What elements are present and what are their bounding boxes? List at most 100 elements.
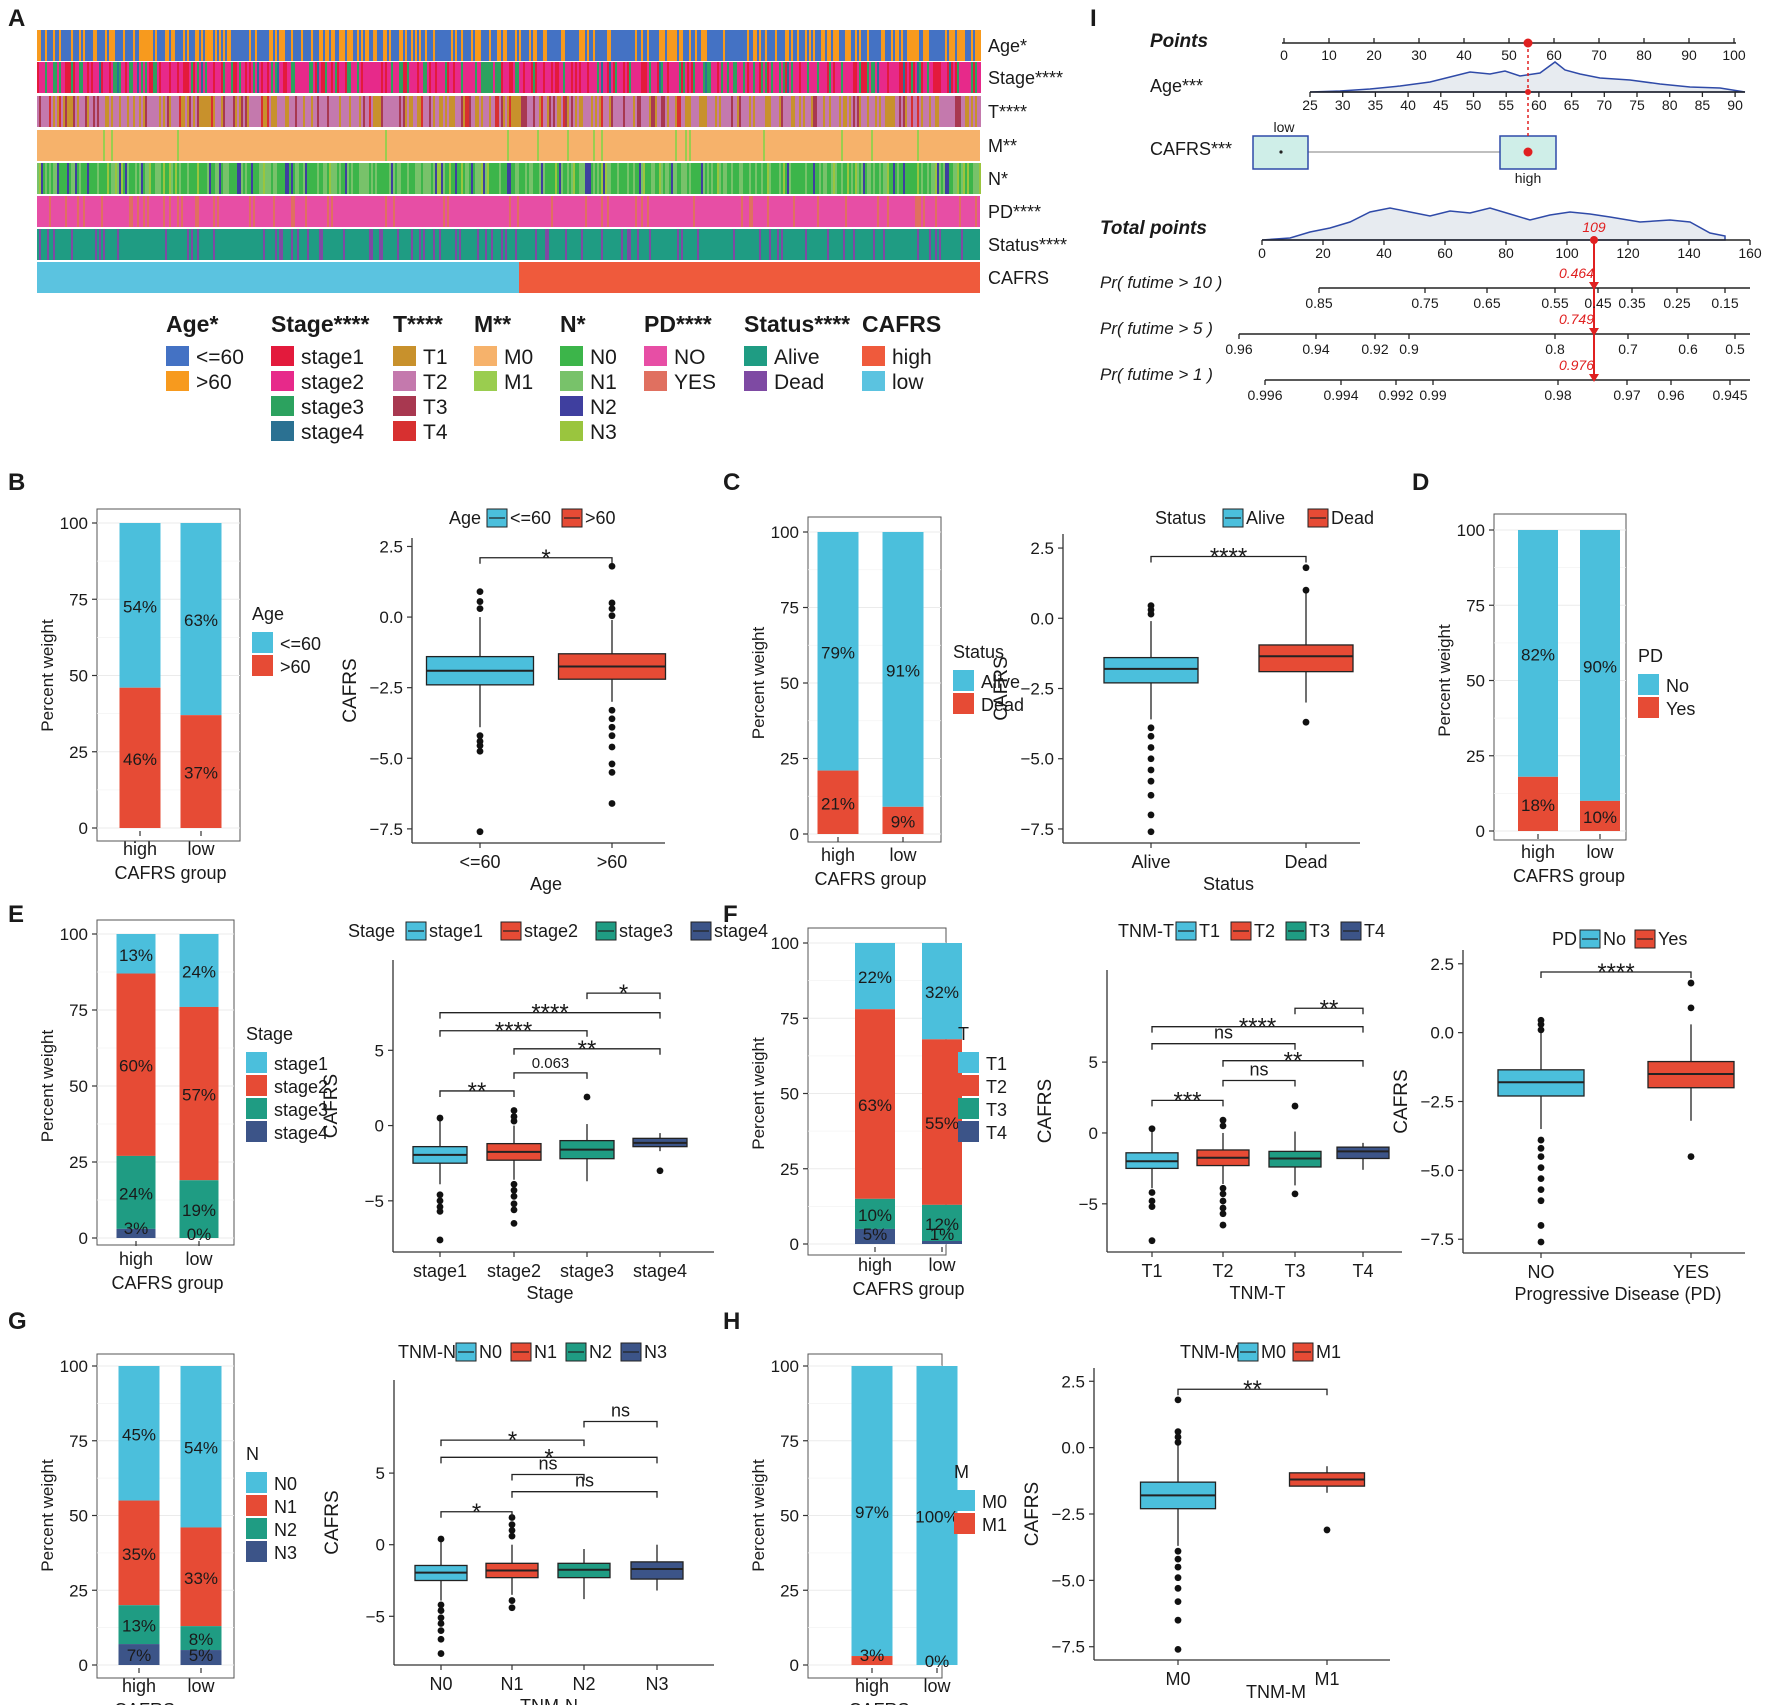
heatmap-cell: [963, 62, 965, 93]
heatmap-cell: [731, 163, 733, 194]
bracket-line: [513, 1072, 588, 1079]
heatmap-cell: [425, 163, 427, 194]
y-tick-label: 2.5: [1430, 955, 1454, 974]
heatmap-cell: [191, 229, 193, 260]
heatmap-cell: [321, 96, 323, 127]
heatmap-cell: [119, 62, 121, 93]
heatmap-cell: [739, 163, 741, 194]
heatmap-cell: [627, 96, 629, 127]
age-tick-label: 75: [1629, 97, 1645, 113]
heatmap-cell: [51, 62, 53, 93]
outlier-point: [1147, 828, 1155, 836]
x-axis-title: Progressive Disease (PD): [1514, 1284, 1721, 1304]
heatmap-cell: [681, 163, 683, 194]
heatmap-row-8: [37, 262, 980, 293]
heatmap-cell: [941, 62, 943, 93]
heatmap-cell: [641, 96, 643, 127]
heatmap-cell: [173, 96, 175, 127]
heatmap-cell: [807, 96, 809, 127]
x-tick-label: Dead: [1284, 852, 1327, 872]
heatmap-cell: [343, 96, 345, 127]
heatmap-cell: [139, 30, 141, 61]
x-tick-label: high: [119, 1249, 153, 1269]
heatmap-cell: [297, 163, 299, 194]
bar-data-label: 5%: [189, 1646, 214, 1665]
bar-data-label: 54%: [123, 597, 157, 616]
legend-label: Alive: [1246, 508, 1285, 528]
legend-swatch: [166, 346, 189, 366]
heatmap-cell: [135, 163, 137, 194]
heatmap-cell: [815, 62, 817, 93]
legend-label: N1: [534, 1342, 557, 1362]
heatmap-cell: [365, 62, 367, 93]
heatmap-cell: [833, 163, 835, 194]
heatmap-cell: [499, 30, 501, 61]
heatmap-cell: [915, 196, 917, 227]
heatmap-cell: [443, 96, 445, 127]
heatmap-cell: [359, 163, 361, 194]
heatmap-cell: [145, 163, 147, 194]
heatmap-cell: [625, 62, 627, 93]
outlier-point: [510, 1117, 518, 1125]
significance-label: *: [544, 1444, 553, 1471]
bar-data-label: 12%: [925, 1215, 959, 1234]
heatmap-cell: [167, 62, 169, 93]
heatmap-cell: [373, 62, 375, 93]
heatmap-cell: [241, 96, 243, 127]
heatmap-cell: [245, 163, 247, 194]
age-tick-label: 55: [1498, 97, 1514, 113]
heatmap-cell: [373, 30, 375, 61]
heatmap-cell: [213, 229, 215, 260]
heatmap-cell: [173, 30, 175, 61]
outlier-point: [1174, 1428, 1182, 1436]
outlier-point: [1219, 1184, 1227, 1192]
heatmap-cell: [111, 163, 113, 194]
heatmap-cell: [653, 163, 655, 194]
heatmap-cell: [377, 62, 379, 93]
heatmap-cell: [673, 163, 675, 194]
x-tick-label: stage3: [560, 1261, 614, 1281]
heatmap-cell: [787, 62, 789, 93]
box-body: [1103, 656, 1199, 684]
bar-segment-M0: [851, 1366, 893, 1657]
heatmap-cell: [127, 163, 129, 194]
outlier-point: [1537, 1026, 1545, 1034]
heatmap-panel: Age*Stage****T****M**N*PD****Status****C…: [37, 30, 1067, 444]
heatmap-cell: [979, 96, 981, 127]
heatmap-cell: [343, 30, 345, 61]
bar-data-label: 37%: [184, 764, 218, 783]
heatmap-cell: [395, 96, 397, 127]
heatmap-cell: [923, 196, 925, 227]
heatmap-cell: [881, 96, 883, 127]
heatmap-cell: [149, 163, 151, 194]
y-tick-label: 25: [69, 1581, 88, 1600]
bar-data-label: 24%: [119, 1184, 153, 1203]
legend-label: M1: [982, 1515, 1007, 1535]
heatmap-cell: [113, 62, 115, 93]
heatmap-cell: [173, 62, 175, 93]
heatmap-cell: [563, 30, 565, 61]
heatmap-cell: [163, 163, 165, 194]
heatmap-cell: [231, 62, 233, 93]
heatmap-cell: [239, 163, 241, 194]
y-tick-label: 0: [376, 1536, 385, 1555]
legend: Status Alive Dead: [1155, 508, 1374, 528]
heatmap-cell: [885, 62, 887, 93]
heatmap-cell: [37, 30, 39, 61]
legend-swatch: [560, 346, 583, 366]
heatmap-cell: [705, 62, 707, 93]
bar-segment-T3: [922, 1204, 962, 1241]
heatmap-cell: [961, 163, 963, 194]
heatmap-cell: [343, 229, 345, 260]
heatmap-cell: [317, 163, 319, 194]
y-tick-label: 0: [375, 1117, 384, 1136]
heatmap-cell: [437, 96, 439, 127]
heatmap-cell: [521, 96, 523, 127]
heatmap-row-label: M**: [988, 136, 1017, 156]
heatmap-cell: [581, 229, 583, 260]
bar-segment-stage1: [116, 934, 156, 974]
heatmap-cell: [389, 96, 391, 127]
significance-bracket: ****: [439, 1018, 588, 1045]
heatmap-cell: [399, 62, 401, 93]
